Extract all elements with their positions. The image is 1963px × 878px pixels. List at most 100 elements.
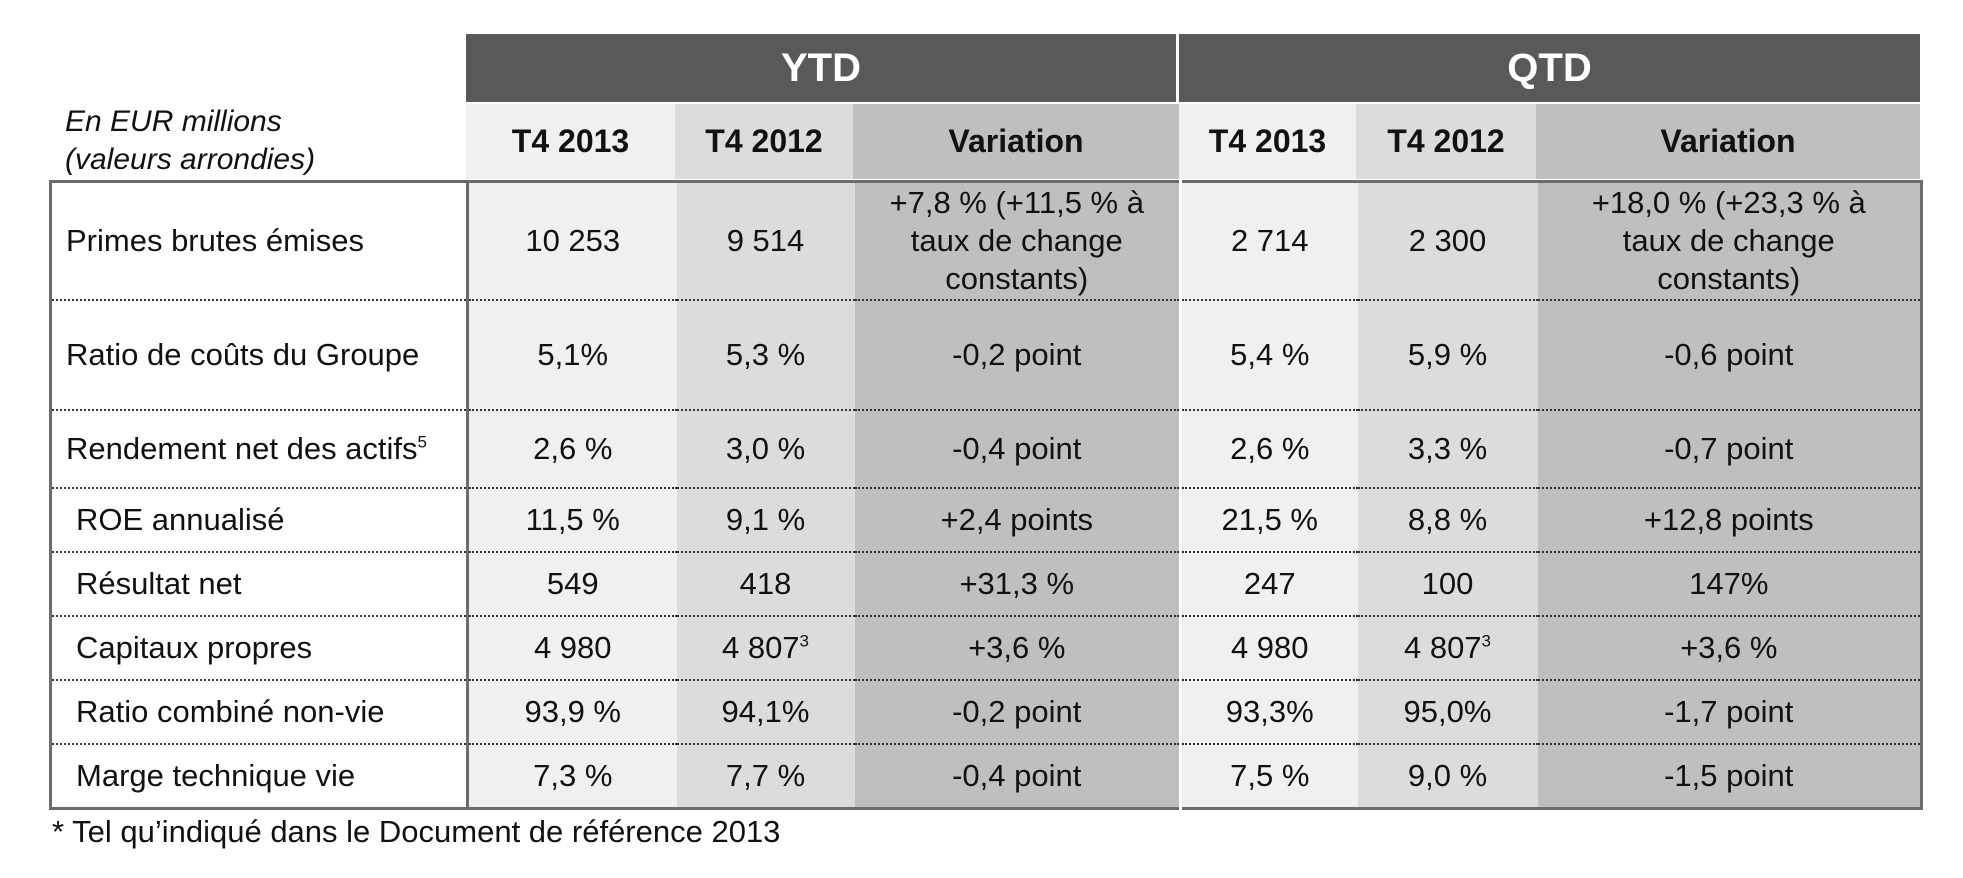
ytd-t4-2012-cell: 3,0 % (676, 409, 855, 489)
qtd-t4-2012-cell: 5,9 % (1357, 299, 1538, 411)
ytd-variation-cell: -0,4 point (854, 743, 1182, 809)
ytd-t4-2013-header: T4 2013 (466, 104, 675, 179)
ytd-variation-cell: +3,6 % (854, 615, 1182, 681)
qtd-t4-2012-cell: 3,3 % (1357, 409, 1538, 489)
qtd-variation-cell: +3,6 % (1537, 615, 1922, 681)
cell-value: 10 253 (525, 222, 621, 258)
ytd-variation-header: Variation (853, 104, 1179, 179)
cell-value: 3,0 % (725, 430, 806, 466)
cell-value: 5,1% (537, 336, 609, 372)
row-label: Rendement net des actifs5 (50, 409, 469, 489)
qtd-t4-2012-cell: 8,8 % (1357, 487, 1538, 553)
ytd-t4-2012-cell: 4 8073 (676, 615, 855, 681)
row-label: Capitaux propres (50, 615, 469, 681)
cell-value: -1,7 point (1664, 693, 1794, 729)
key-figures-table: Primes brutes émises 10 253 9 514 +7,8 % (+… (49, 180, 1923, 810)
ytd-t4-2013-cell: 10 253 (467, 181, 677, 301)
cell-value: +3,6 % (1680, 629, 1778, 665)
ytd-t4-2012-header: T4 2012 (675, 104, 853, 179)
cell-value: -0,2 point (952, 693, 1082, 729)
cell-value: -0,6 point (1664, 336, 1794, 372)
cell-value: +2,4 points (940, 501, 1094, 537)
cell-value: +18,0 % (+23,3 % à taux de change consta… (1591, 184, 1866, 296)
footnote: * Tel qu’indiqué dans le Document de réf… (52, 814, 781, 849)
qtd-variation-cell: -0,7 point (1537, 409, 1922, 489)
qtd-variation-cell: +18,0 % (+23,3 % à taux de change consta… (1537, 181, 1922, 301)
qtd-t4-2012-cell: 100 (1357, 551, 1538, 617)
qtd-group-header: QTD (1179, 34, 1920, 102)
qtd-t4-2012-header: T4 2012 (1356, 104, 1536, 179)
qtd-t4-2012-cell: 4 8073 (1357, 615, 1538, 681)
cell-value: -0,7 point (1664, 430, 1794, 466)
qtd-variation-cell: +12,8 points (1537, 487, 1922, 553)
cell-value: +7,8 % (+11,5 % à taux de change constan… (889, 184, 1144, 296)
row-label: Ratio combiné non-vie (50, 679, 469, 745)
qtd-t4-2013-cell: 5,4 % (1180, 299, 1358, 411)
ytd-variation-cell: -0,2 point (854, 299, 1182, 411)
cell-value: 9 514 (726, 222, 805, 258)
ytd-variation-cell: +31,3 % (854, 551, 1182, 617)
cell-value: 4 807 (721, 629, 800, 665)
cell-value: 9,1 % (725, 501, 806, 537)
units-line-1: En EUR millions (65, 105, 282, 138)
table-body: Primes brutes émises 10 253 9 514 +7,8 % (+… (50, 181, 1922, 809)
cell-value: +12,8 points (1643, 501, 1814, 537)
cell-value: 4 807 (1403, 629, 1482, 665)
ytd-t4-2012-cell: 94,1% (676, 679, 855, 745)
qtd-t4-2013-header: T4 2013 (1179, 104, 1356, 179)
cell-value: 549 (546, 565, 599, 601)
cell-value: 2 714 (1230, 222, 1309, 258)
row-label-text: ROE annualisé (76, 501, 285, 537)
cell-value: -0,4 point (952, 757, 1082, 793)
ytd-t4-2013-cell: 5,1% (467, 299, 677, 411)
ytd-t4-2013-cell: 549 (467, 551, 677, 617)
units-caption: En EUR millions (valeurs arrondies) (65, 103, 315, 179)
ytd-t4-2013-cell: 7,3 % (467, 743, 677, 809)
row-label-text: Rendement net des actifs (66, 430, 418, 466)
cell-value: 2 300 (1408, 222, 1487, 258)
table-row: Ratio de coûts du Groupe 5,1% 5,3 % -0,2 po… (50, 299, 1922, 411)
footnote-ref: 3 (799, 631, 810, 651)
row-label: Primes brutes émises (50, 181, 469, 301)
cell-value: 3,3 % (1407, 430, 1488, 466)
qtd-t4-2013-cell: 2,6 % (1180, 409, 1358, 489)
table-row: Résultat net 549 418 +31,3 % 247 100 147% (50, 551, 1922, 617)
qtd-t4-2013-cell: 93,3% (1180, 679, 1358, 745)
cell-value: 2,6 % (533, 430, 613, 466)
row-label-text: Ratio de coûts du Groupe (66, 336, 420, 372)
cell-value: 5,9 % (1407, 336, 1488, 372)
cell-value: -0,2 point (952, 336, 1082, 372)
qtd-t4-2012-cell: 9,0 % (1357, 743, 1538, 809)
cell-value: 4 980 (1230, 629, 1309, 665)
row-label-text: Marge technique vie (76, 757, 356, 793)
table-row: Ratio combiné non-vie 93,9 % 94,1% -0,2 poi… (50, 679, 1922, 745)
qtd-t4-2013-cell: 7,5 % (1180, 743, 1358, 809)
row-label-text: Primes brutes émises (66, 222, 365, 258)
cell-value: 7,3 % (533, 757, 613, 793)
cell-value: 5,3 % (725, 336, 806, 372)
cell-value: 93,9 % (524, 693, 621, 729)
row-label: ROE annualisé (50, 487, 469, 553)
row-label-text: Capitaux propres (76, 629, 313, 665)
cell-value: 94,1% (721, 693, 810, 729)
cell-value: 2,6 % (1230, 430, 1310, 466)
cell-value: -1,5 point (1664, 757, 1794, 793)
cell-value: +31,3 % (959, 565, 1075, 601)
ytd-t4-2012-cell: 5,3 % (676, 299, 855, 411)
cell-value: 93,3% (1225, 693, 1314, 729)
ytd-t4-2013-cell: 11,5 % (467, 487, 677, 553)
cell-value: 7,7 % (725, 757, 806, 793)
cell-value: 100 (1421, 565, 1474, 601)
qtd-t4-2013-cell: 21,5 % (1180, 487, 1358, 553)
cell-value: 4 980 (533, 629, 612, 665)
footnote-ref: 5 (417, 432, 428, 452)
row-label-text: Résultat net (76, 565, 242, 601)
cell-value: 247 (1243, 565, 1296, 601)
table-row: Rendement net des actifs5 2,6 % 3,0 % -0,4 … (50, 409, 1922, 489)
cell-value: 8,8 % (1407, 501, 1488, 537)
ytd-t4-2013-cell: 2,6 % (467, 409, 677, 489)
row-label-text: Ratio combiné non-vie (76, 693, 385, 729)
ytd-t4-2013-cell: 4 980 (467, 615, 677, 681)
ytd-t4-2012-cell: 7,7 % (676, 743, 855, 809)
qtd-variation-cell: -0,6 point (1537, 299, 1922, 411)
